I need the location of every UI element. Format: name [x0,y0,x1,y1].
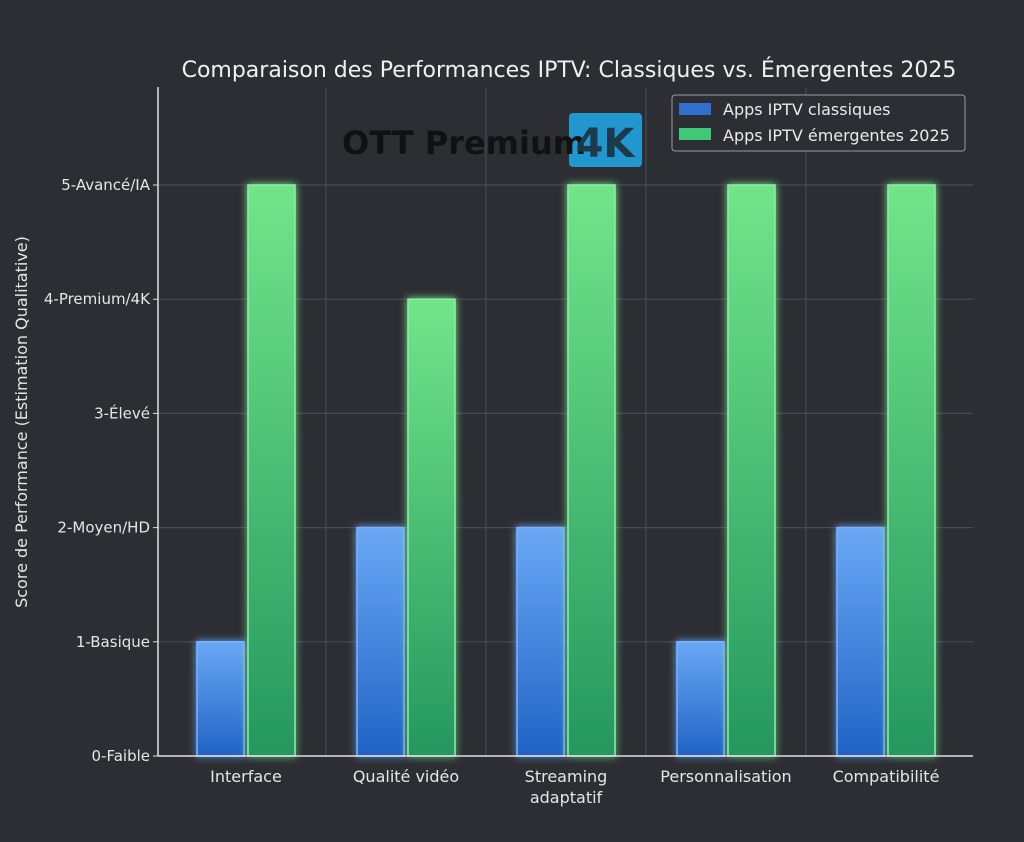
bar-emergentes-0 [247,184,296,757]
legend: Apps IPTV classiques Apps IPTV émergente… [671,94,966,152]
legend-swatch-emergentes [679,128,711,140]
legend-swatch-classiques [679,103,711,115]
bar-classiques-1 [356,526,405,757]
legend-label-classiques: Apps IPTV classiques [723,100,891,119]
y-tick-label: 1-Basique [76,633,150,651]
bar-emergentes-3 [727,184,776,757]
bars [196,184,936,757]
watermark-text: OTT Premium [342,124,586,162]
bar-emergentes-2 [567,184,616,757]
bar-classiques-3 [676,641,725,757]
bar-emergentes-1 [407,298,456,757]
watermark-badge: 4K [576,121,637,167]
watermark-logo: OTT Premium 4K [342,113,642,167]
tick-labels: 0-Faible 1-Basique 2-Moyen/HD 3-Élevé 4-Prem… [44,176,940,807]
y-tick-label: 0-Faible [92,747,150,765]
y-tick-label: 3-Élevé [94,403,150,422]
x-tick-label: Compatibilité [833,767,940,786]
x-tick-label: Interface [210,767,282,786]
x-tick-label: Personnalisation [660,767,791,786]
y-tick-label: 2-Moyen/HD [57,519,150,537]
chart-title: Comparaison des Performances IPTV: Class… [182,57,957,83]
bar-classiques-0 [196,641,245,757]
x-tick-label: Streaming [525,767,608,786]
y-axis-label: Score de Performance (Estimation Qualita… [12,236,31,608]
y-tick-label: 4-Premium/4K [44,290,151,308]
bar-emergentes-4 [887,184,936,757]
x-tick-label: Qualité vidéo [353,767,459,786]
axes [153,87,973,757]
bar-classiques-4 [836,526,885,757]
legend-label-emergentes: Apps IPTV émergentes 2025 [723,126,950,145]
bar-classiques-2 [516,526,565,757]
x-tick-label: adaptatif [530,788,603,807]
y-tick-label: 5-Avancé/IA [61,176,151,194]
